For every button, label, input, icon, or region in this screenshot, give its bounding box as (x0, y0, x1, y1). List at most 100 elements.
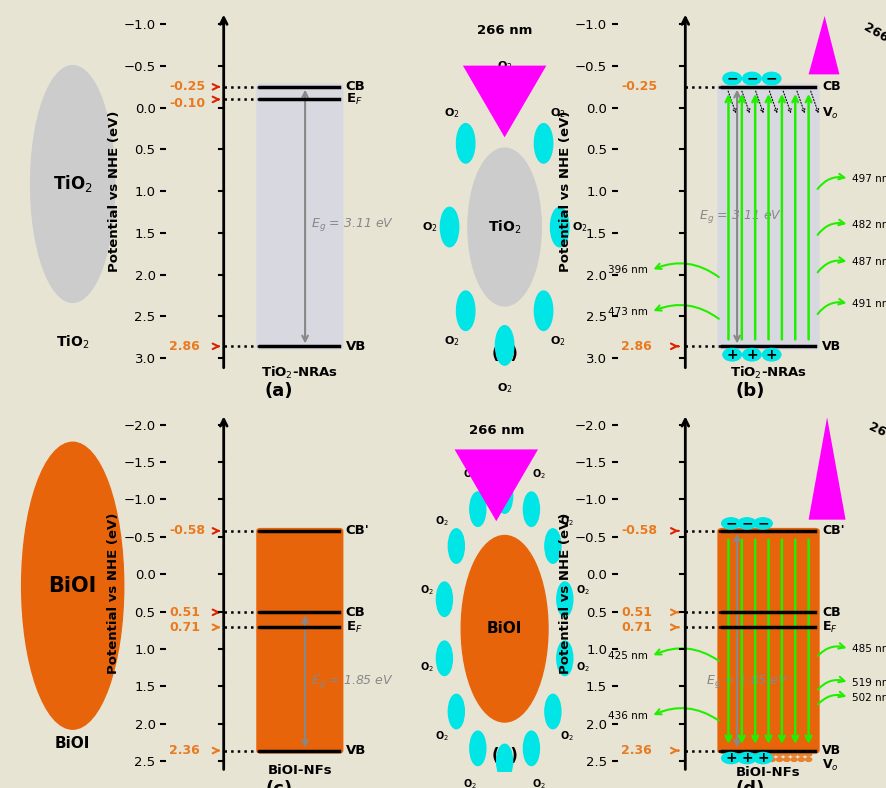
Circle shape (496, 479, 512, 513)
Text: CB': CB' (821, 524, 843, 537)
Circle shape (721, 753, 739, 764)
Circle shape (456, 291, 474, 330)
Text: +: + (765, 348, 776, 362)
Text: +: + (757, 751, 768, 765)
Text: BiOI-NFs: BiOI-NFs (268, 764, 331, 777)
Circle shape (556, 582, 572, 616)
Circle shape (732, 758, 738, 761)
Text: 519 nm: 519 nm (851, 678, 886, 688)
Text: +: + (724, 751, 736, 765)
Circle shape (544, 694, 560, 729)
Text: O$_2$: O$_2$ (496, 59, 512, 72)
Circle shape (722, 348, 741, 361)
Text: CB: CB (821, 80, 840, 94)
Text: O$_2$: O$_2$ (419, 584, 433, 597)
Text: CB': CB' (346, 524, 369, 537)
Circle shape (768, 758, 774, 761)
Text: BiOI: BiOI (55, 736, 90, 751)
Text: CB: CB (346, 80, 365, 94)
Text: (d): (d) (734, 780, 764, 788)
Text: 425 nm: 425 nm (608, 652, 648, 661)
Text: V$_o$: V$_o$ (821, 758, 838, 773)
Circle shape (739, 753, 745, 756)
Circle shape (742, 348, 760, 361)
Text: (b): (b) (491, 345, 517, 363)
Text: 2.36: 2.36 (620, 744, 651, 757)
Circle shape (30, 65, 114, 303)
Text: 0.51: 0.51 (169, 606, 200, 619)
Text: TiO$_2$: TiO$_2$ (53, 173, 92, 195)
Text: O$_2$: O$_2$ (443, 106, 459, 120)
Text: E$_F$: E$_F$ (346, 92, 361, 107)
Circle shape (544, 529, 560, 563)
Circle shape (804, 758, 811, 761)
Circle shape (790, 758, 797, 761)
Circle shape (550, 207, 568, 247)
Text: E$_F$: E$_F$ (821, 619, 837, 635)
Circle shape (447, 529, 464, 563)
Circle shape (754, 753, 760, 756)
Text: −: − (745, 72, 757, 86)
Circle shape (556, 641, 572, 675)
Text: 482 nm: 482 nm (851, 220, 886, 229)
Circle shape (436, 582, 452, 616)
Text: O$_2$: O$_2$ (434, 729, 448, 743)
Circle shape (797, 758, 804, 761)
Text: O$_2$: O$_2$ (419, 660, 433, 674)
Text: 487 nm: 487 nm (851, 257, 886, 267)
Text: CB: CB (821, 606, 840, 619)
Text: -0.58: -0.58 (620, 524, 657, 537)
Circle shape (753, 753, 772, 764)
Circle shape (742, 72, 760, 85)
Text: O$_2$: O$_2$ (560, 729, 573, 743)
Polygon shape (462, 65, 546, 137)
Circle shape (804, 753, 811, 756)
Text: +: + (726, 348, 737, 362)
Circle shape (775, 753, 781, 756)
Circle shape (768, 753, 774, 756)
Text: O$_2$: O$_2$ (497, 450, 511, 463)
Circle shape (761, 758, 767, 761)
FancyBboxPatch shape (256, 84, 343, 350)
Circle shape (746, 753, 752, 756)
Text: O$_2$: O$_2$ (532, 777, 546, 788)
Text: E$_F$: E$_F$ (346, 619, 361, 635)
Text: 0.51: 0.51 (620, 606, 651, 619)
Y-axis label: Potential vs NHE (eV): Potential vs NHE (eV) (107, 110, 120, 272)
Circle shape (721, 518, 739, 529)
Text: -0.58: -0.58 (169, 524, 205, 537)
Text: O$_2$: O$_2$ (496, 381, 512, 396)
Text: O$_2$: O$_2$ (575, 584, 589, 597)
Circle shape (21, 442, 123, 729)
Circle shape (523, 731, 539, 766)
Text: BiOI-NFs: BiOI-NFs (735, 765, 800, 779)
Circle shape (790, 753, 797, 756)
Text: +: + (745, 348, 757, 362)
Text: 2.36: 2.36 (169, 744, 199, 757)
Circle shape (533, 124, 552, 163)
Text: −: − (757, 516, 768, 530)
Text: −: − (726, 72, 737, 86)
Text: (b): (b) (734, 381, 764, 400)
Text: O$_2$: O$_2$ (443, 334, 459, 348)
Text: 502 nm: 502 nm (851, 693, 886, 703)
Text: -0.25: -0.25 (620, 80, 657, 94)
Text: VB: VB (346, 340, 366, 353)
Circle shape (761, 348, 780, 361)
Text: (d): (d) (491, 747, 517, 765)
Text: E$_g$ = 3.11 eV: E$_g$ = 3.11 eV (311, 217, 394, 233)
Text: O$_2$: O$_2$ (571, 220, 587, 234)
FancyBboxPatch shape (717, 84, 819, 350)
Circle shape (439, 207, 458, 247)
Text: TiO$_2$: TiO$_2$ (487, 218, 521, 236)
Circle shape (447, 694, 464, 729)
FancyBboxPatch shape (256, 528, 343, 753)
Text: 485 nm: 485 nm (851, 644, 886, 654)
Text: VB: VB (821, 744, 840, 757)
Circle shape (761, 72, 780, 85)
Text: CB: CB (346, 606, 365, 619)
Text: 497 nm: 497 nm (851, 173, 886, 184)
Text: E$_g$ = 1.85 eV: E$_g$ = 1.85 eV (311, 673, 393, 690)
Text: O$_2$: O$_2$ (549, 106, 565, 120)
Text: O$_2$: O$_2$ (421, 220, 437, 234)
